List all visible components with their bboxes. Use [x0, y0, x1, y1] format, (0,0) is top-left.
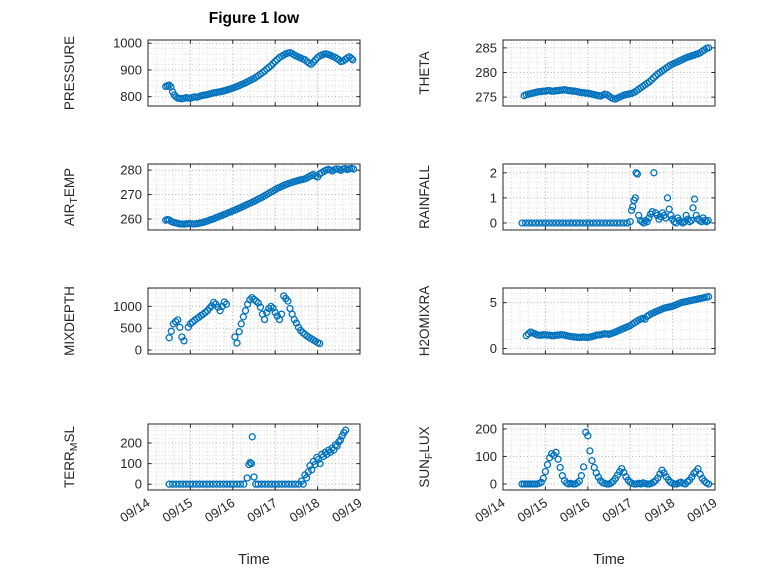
tick-marks [502, 288, 716, 354]
tick-marks [147, 40, 361, 106]
axes-box [502, 423, 716, 491]
x-tick-label: 09/19 [329, 495, 364, 525]
x-tick-label: 09/18 [287, 495, 322, 525]
data-points [165, 426, 350, 488]
theta-plot: 275 280 285 THETA [417, 39, 716, 107]
data-points [165, 292, 324, 348]
subplot-theta: 275 280 285 THETA [415, 36, 719, 114]
y-axis-label: H2OMIXRA [417, 286, 432, 357]
y-tick-label: 200 [120, 435, 142, 450]
x-axis-label-left: Time [238, 552, 270, 568]
pressure-plot: 800 900 1000 PRESSURE [62, 36, 361, 110]
x-tick-label: 09/19 [684, 495, 719, 525]
y-axis-label: AIRTEMP [62, 168, 80, 226]
y-tick-label: 0 [490, 476, 497, 491]
y-tick-label: 1000 [113, 36, 142, 51]
data-points [518, 169, 712, 227]
y-tick-label: 0 [135, 343, 142, 358]
y-tick-label: 1000 [113, 299, 142, 314]
subplot-rainfall: 0 1 2 RAINFALL [415, 160, 719, 238]
y-tick-label: 260 [120, 212, 142, 227]
y-tick-label: 5 [490, 295, 497, 310]
y-axis-label: SUNFLUX [417, 426, 435, 487]
tick-marks [502, 40, 716, 106]
y-tick-label: 0 [135, 477, 142, 492]
y-tick-label: 280 [120, 163, 142, 178]
axes-box [502, 287, 716, 355]
tick-marks [147, 288, 361, 354]
x-tick-label: 09/16 [557, 495, 592, 525]
data-points [522, 293, 713, 342]
mixdepth-plot: 0 500 1000 MIXDEPTH [62, 286, 361, 358]
subplot-pressure: 800 900 1000 PRESSURE [60, 36, 364, 114]
x-axis-label-right: Time [593, 552, 625, 568]
x-tick-label: 09/14 [117, 495, 152, 525]
axes-box [502, 163, 716, 231]
x-tick-label: 09/15 [160, 495, 195, 525]
y-axis-label: RAINFALL [417, 165, 432, 229]
y-tick-label: 500 [120, 321, 142, 336]
y-axis-label: TERRMSL [62, 426, 80, 489]
y-tick-label: 280 [475, 65, 497, 80]
axes-box [147, 423, 361, 491]
y-axis-label: MIXDEPTH [62, 286, 77, 356]
subplot-h2omixra: 0 5 H2OMIXRA [415, 284, 719, 362]
y-tick-label: 900 [120, 62, 142, 77]
y-tick-label: 275 [475, 90, 497, 105]
subplot-mixdepth: 0 500 1000 MIXDEPTH [60, 284, 364, 362]
airtemp-plot: 260 270 280 AIRTEMP [62, 163, 361, 231]
y-tick-label: 800 [120, 89, 142, 104]
x-tick-label: 09/15 [515, 495, 550, 525]
data-points [520, 44, 713, 103]
data-points [162, 164, 358, 228]
h2omixra-plot: 0 5 H2OMIXRA [417, 286, 716, 357]
y-tick-label: 285 [475, 40, 497, 55]
tick-marks [502, 424, 716, 490]
tick-marks [147, 424, 361, 490]
subplot-airtemp: 260 270 280 AIRTEMP [60, 160, 364, 238]
y-tick-label: 0 [490, 341, 497, 356]
axes-box [147, 39, 361, 107]
axes-box [147, 287, 361, 355]
tick-marks [147, 164, 361, 230]
data-points [162, 48, 357, 103]
y-tick-label: 100 [120, 456, 142, 471]
y-axis-label: PRESSURE [62, 36, 77, 110]
x-tick-label: 09/16 [202, 495, 237, 525]
subplot-terrmsl: 0 100 200 TERRMSL 09/14 09/15 09/16 09/17 09/18 0… [60, 420, 364, 570]
tick-marks [502, 164, 716, 230]
terrmsl-plot: 0 100 200 TERRMSL 09/14 09/15 09/16 09/17 09/18 0… [62, 423, 364, 525]
y-tick-label: 2 [490, 165, 497, 180]
subplot-sunflux: 0 100 200 SUNFLUX 09/14 09/15 09/16 09/17 09/18 0… [415, 420, 719, 570]
data-points [518, 428, 713, 488]
x-tick-label: 09/18 [642, 495, 677, 525]
x-tick-label: 09/17 [244, 495, 279, 525]
x-tick-label: 09/17 [599, 495, 634, 525]
y-tick-label: 100 [475, 449, 497, 464]
y-axis-label: THETA [417, 51, 432, 94]
axes-box [147, 163, 361, 231]
figure-title: Figure 1 low [208, 10, 300, 27]
x-tick-label: 09/14 [472, 495, 507, 525]
y-tick-label: 200 [475, 421, 497, 436]
rainfall-plot: 0 1 2 RAINFALL [417, 163, 716, 231]
y-tick-label: 0 [490, 215, 497, 230]
sunflux-plot: 0 100 200 SUNFLUX 09/14 09/15 09/16 09/17 09/18 0… [417, 421, 719, 525]
y-tick-label: 270 [120, 187, 142, 202]
y-tick-label: 1 [490, 190, 497, 205]
plot-background [148, 164, 360, 230]
